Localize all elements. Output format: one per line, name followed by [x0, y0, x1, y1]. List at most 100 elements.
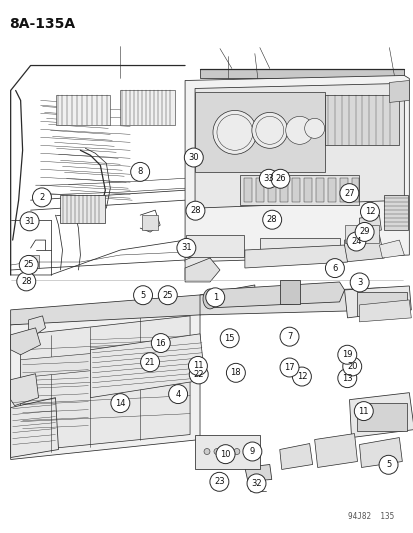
Circle shape	[140, 353, 159, 372]
Text: 28: 28	[266, 215, 277, 224]
Bar	[199, 440, 254, 464]
Bar	[195, 434, 259, 470]
Circle shape	[247, 474, 265, 493]
Circle shape	[354, 222, 373, 241]
Text: 5: 5	[385, 461, 390, 469]
Circle shape	[189, 365, 208, 384]
Polygon shape	[11, 305, 199, 459]
Circle shape	[325, 259, 344, 278]
Bar	[259, 238, 339, 256]
Polygon shape	[185, 250, 209, 280]
Text: 31: 31	[180, 244, 191, 253]
Circle shape	[131, 163, 149, 181]
Bar	[339, 178, 347, 202]
Circle shape	[17, 272, 36, 291]
Circle shape	[158, 286, 177, 305]
Text: 28: 28	[21, 277, 31, 286]
Text: 28: 28	[190, 206, 200, 215]
Polygon shape	[279, 443, 312, 470]
Circle shape	[133, 286, 152, 305]
Bar	[55, 95, 110, 125]
Circle shape	[259, 169, 278, 188]
Bar	[279, 178, 287, 202]
Polygon shape	[185, 76, 408, 262]
Bar	[315, 178, 323, 202]
Text: 12: 12	[364, 207, 374, 216]
Text: 29: 29	[358, 228, 369, 237]
Circle shape	[243, 449, 249, 455]
Circle shape	[204, 449, 209, 455]
Bar	[384, 195, 407, 230]
Bar	[351, 178, 358, 202]
Text: 10: 10	[220, 450, 230, 459]
Circle shape	[285, 116, 313, 144]
Circle shape	[349, 273, 368, 292]
Circle shape	[233, 449, 239, 455]
Bar	[185, 235, 243, 257]
Circle shape	[378, 455, 397, 474]
Text: 21: 21	[145, 358, 155, 367]
Circle shape	[251, 112, 287, 148]
Circle shape	[279, 358, 298, 377]
Text: 4: 4	[175, 390, 180, 399]
Text: 32: 32	[251, 479, 261, 488]
Circle shape	[184, 148, 203, 167]
Bar	[239, 175, 358, 205]
Bar	[243, 178, 251, 202]
Circle shape	[342, 357, 361, 376]
Polygon shape	[11, 328, 40, 355]
Polygon shape	[28, 255, 38, 268]
Polygon shape	[244, 464, 271, 481]
Polygon shape	[11, 285, 254, 325]
Circle shape	[20, 212, 39, 231]
Text: 24: 24	[350, 237, 361, 246]
Circle shape	[185, 201, 204, 220]
Circle shape	[304, 118, 324, 139]
Text: 31: 31	[24, 217, 35, 226]
Text: 27: 27	[343, 189, 354, 198]
Circle shape	[111, 394, 130, 413]
Polygon shape	[21, 344, 199, 378]
Bar	[267, 178, 275, 202]
Polygon shape	[28, 316, 45, 335]
Polygon shape	[199, 288, 389, 315]
Polygon shape	[344, 286, 411, 318]
Circle shape	[262, 210, 281, 229]
Bar	[303, 178, 311, 202]
Ellipse shape	[202, 289, 216, 309]
Text: 30: 30	[188, 153, 199, 162]
Circle shape	[226, 364, 245, 382]
Bar	[324, 95, 399, 146]
Text: 11: 11	[358, 407, 368, 416]
Polygon shape	[209, 282, 344, 308]
Circle shape	[279, 327, 298, 346]
Circle shape	[292, 367, 311, 386]
Circle shape	[220, 329, 239, 348]
Circle shape	[346, 232, 365, 251]
Bar	[195, 92, 324, 172]
Polygon shape	[185, 258, 219, 282]
Polygon shape	[90, 334, 204, 398]
Polygon shape	[314, 433, 357, 467]
Text: 12: 12	[296, 372, 306, 381]
Circle shape	[209, 472, 228, 491]
Circle shape	[242, 442, 261, 461]
Circle shape	[271, 169, 289, 188]
Text: 3: 3	[356, 278, 361, 287]
Circle shape	[216, 445, 235, 464]
Polygon shape	[378, 240, 404, 258]
Polygon shape	[344, 235, 384, 262]
Text: 1: 1	[212, 293, 217, 302]
Text: 20: 20	[346, 362, 357, 371]
Polygon shape	[195, 84, 404, 208]
Text: 14: 14	[115, 399, 125, 408]
Bar	[60, 195, 105, 223]
Polygon shape	[358, 300, 411, 322]
Text: 7: 7	[286, 332, 292, 341]
Circle shape	[32, 188, 51, 207]
Text: 6: 6	[331, 264, 337, 272]
Text: 8A-135A: 8A-135A	[9, 17, 75, 31]
Polygon shape	[244, 245, 347, 268]
Text: 11: 11	[192, 361, 203, 370]
Circle shape	[360, 202, 379, 221]
